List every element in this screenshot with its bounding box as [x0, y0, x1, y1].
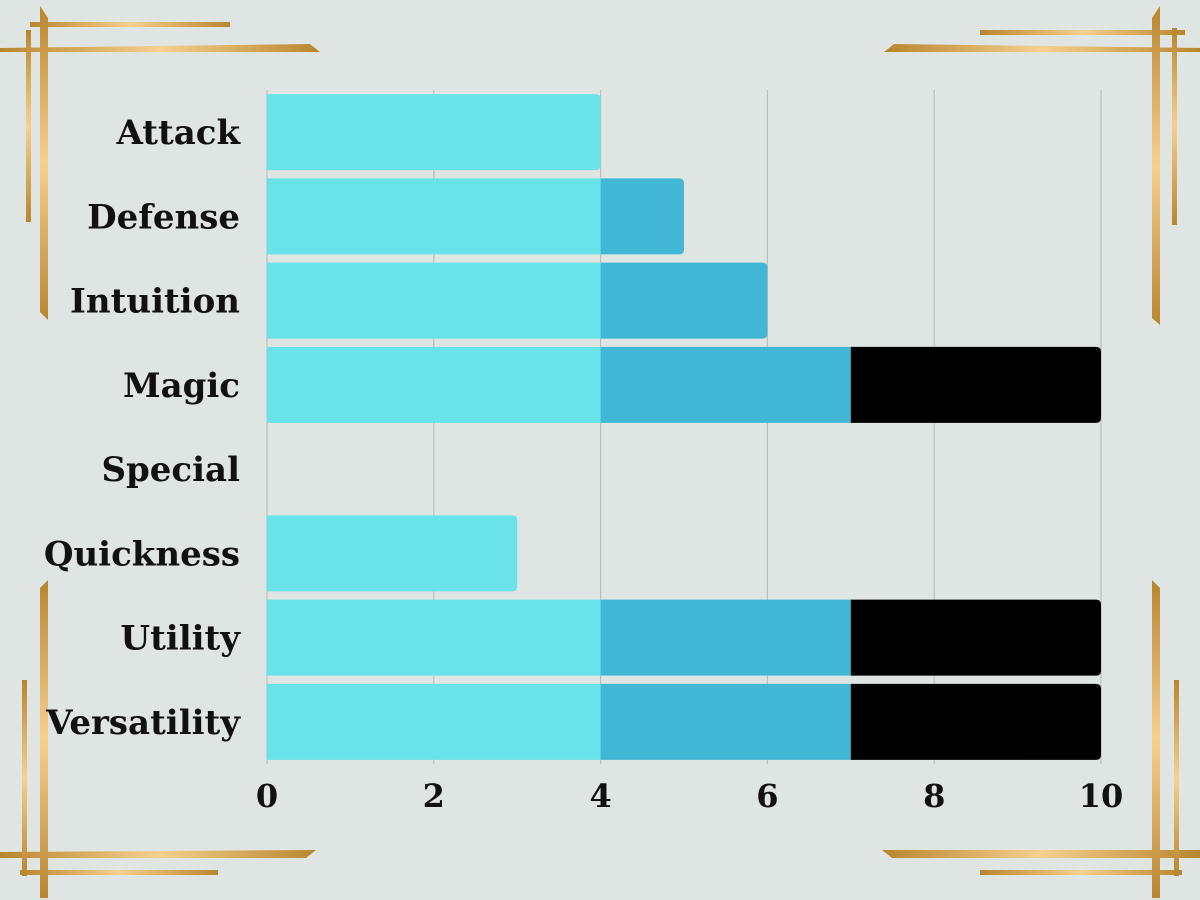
frame-stroke — [40, 580, 48, 898]
category-label-utility: Utility — [120, 619, 241, 659]
x-tick-label: 2 — [423, 777, 445, 815]
frame-stroke — [1152, 580, 1160, 898]
bar-magic-series-3 — [850, 346, 1101, 423]
frame-stroke — [0, 850, 316, 858]
bar-versatility-series-2 — [600, 683, 851, 760]
bar-utility-series-1 — [267, 599, 601, 676]
frame-stroke — [20, 870, 218, 875]
frame-stroke — [26, 30, 31, 222]
x-tick-labels: 0 2 4 6 8 10 — [256, 777, 1123, 815]
bar-magic-series-1 — [267, 346, 601, 423]
bar-defense-series-1 — [267, 178, 601, 255]
category-label-versatility: Versatility — [45, 703, 241, 743]
frame-stroke — [884, 44, 1200, 52]
frame-stroke — [882, 850, 1200, 858]
x-tick-label: 4 — [589, 777, 611, 815]
frame-stroke — [980, 870, 1182, 875]
category-labels: Attack Defense Intuition Magic Special Quickn… — [44, 113, 242, 743]
bar-defense-series-2 — [600, 178, 684, 255]
frame-stroke — [22, 680, 27, 876]
category-label-defense: Defense — [87, 197, 240, 237]
bar-intuition-series-1 — [267, 262, 601, 339]
x-tick-label: 6 — [756, 777, 778, 815]
frame-stroke — [1152, 6, 1160, 325]
frame-stroke — [1172, 28, 1177, 225]
frame-stroke — [40, 6, 48, 320]
x-tick-label: 10 — [1079, 777, 1124, 815]
frame-stroke — [30, 22, 230, 27]
frame-stroke — [0, 44, 320, 52]
bar-versatility-series-1 — [267, 683, 601, 760]
bar-intuition-series-2 — [600, 262, 768, 339]
category-label-intuition: Intuition — [70, 282, 240, 322]
frame-stroke — [1174, 680, 1179, 876]
bar-versatility-series-3 — [850, 683, 1101, 760]
bar-attack-series-1 — [267, 94, 601, 171]
bar-quickness-series-1 — [267, 515, 518, 592]
frame-stroke — [980, 30, 1185, 35]
bar-magic-series-2 — [600, 346, 851, 423]
category-label-magic: Magic — [123, 366, 240, 406]
x-tick-label: 0 — [256, 777, 278, 815]
category-label-attack: Attack — [116, 113, 242, 153]
bar-utility-series-2 — [600, 599, 851, 676]
category-label-special: Special — [101, 450, 240, 490]
category-label-quickness: Quickness — [44, 534, 240, 574]
bar-group — [267, 94, 1101, 760]
x-tick-label: 8 — [923, 777, 945, 815]
bar-utility-series-3 — [850, 599, 1101, 676]
